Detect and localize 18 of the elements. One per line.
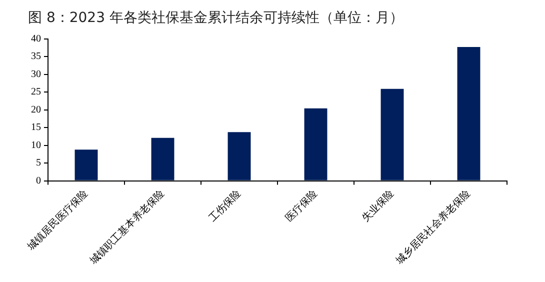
y-tick-label: 0: [36, 175, 41, 186]
chart-title: 图 8：2023 年各类社保基金累计结余可持续性（单位：月）: [28, 10, 404, 26]
y-tick-label: 20: [31, 104, 41, 116]
bar: [304, 108, 328, 180]
bar: [151, 138, 174, 180]
y-tick-label: 5: [36, 158, 41, 169]
y-tick-label: 35: [31, 51, 41, 62]
x-tick-label: 工伤保险: [206, 188, 244, 224]
y-tick-label: 40: [31, 33, 41, 44]
bar: [228, 132, 251, 180]
bar: [457, 46, 480, 180]
y-tick-label: 10: [31, 140, 41, 151]
bar: [380, 88, 404, 180]
y-tick-label: 15: [31, 122, 41, 134]
x-tick-label: 医疗保险: [282, 188, 320, 224]
y-tick-label: 30: [31, 68, 41, 80]
y-tick-label: 25: [31, 86, 41, 98]
bar: [74, 150, 98, 180]
